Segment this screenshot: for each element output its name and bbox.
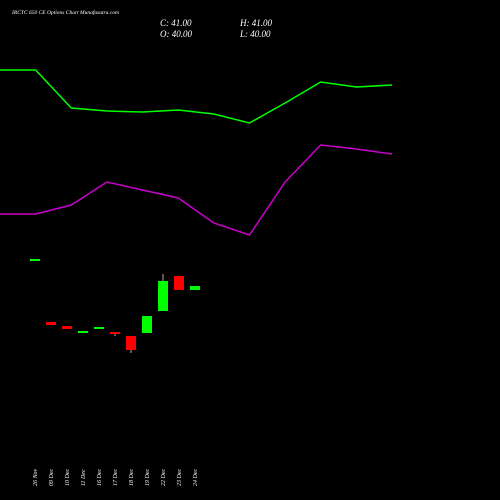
x-tick-label: 23 Dec — [177, 469, 183, 486]
x-tick-label: 10 Dec — [65, 469, 71, 486]
candle-body — [62, 326, 72, 329]
low-label: L: 40.00 — [239, 29, 271, 39]
x-tick-label: 11 Dec — [81, 469, 87, 486]
candle-body — [158, 281, 168, 311]
x-tick-label: 26 Nov — [33, 468, 39, 486]
candle-body — [94, 327, 104, 329]
candle-body — [190, 286, 200, 290]
x-tick-label: 09 Dec — [49, 469, 55, 486]
candle-body — [142, 316, 152, 333]
x-tick-label: 17 Dec — [113, 469, 119, 486]
candle-body — [126, 336, 136, 350]
candle-body — [110, 332, 120, 334]
x-tick-label: 16 Dec — [97, 469, 103, 486]
candle-body — [30, 259, 40, 261]
x-tick-label: 19 Dec — [145, 469, 151, 486]
close-label: C: 41.00 — [160, 18, 192, 28]
candle-body — [46, 322, 56, 325]
open-label: O: 40.00 — [160, 29, 192, 39]
chart-title: IRCTC 650 CE Options Chart Munafasutra.c… — [11, 9, 119, 16]
x-tick-label: 24 Dec — [192, 469, 199, 486]
candle-body — [174, 276, 184, 290]
x-tick-label: 18 Dec — [129, 469, 135, 486]
x-tick-label: 22 Dec — [161, 469, 167, 486]
indicator-line — [0, 69, 393, 124]
candle-body — [78, 331, 88, 333]
high-label: H: 41.00 — [239, 18, 272, 28]
indicator-line — [0, 144, 393, 236]
